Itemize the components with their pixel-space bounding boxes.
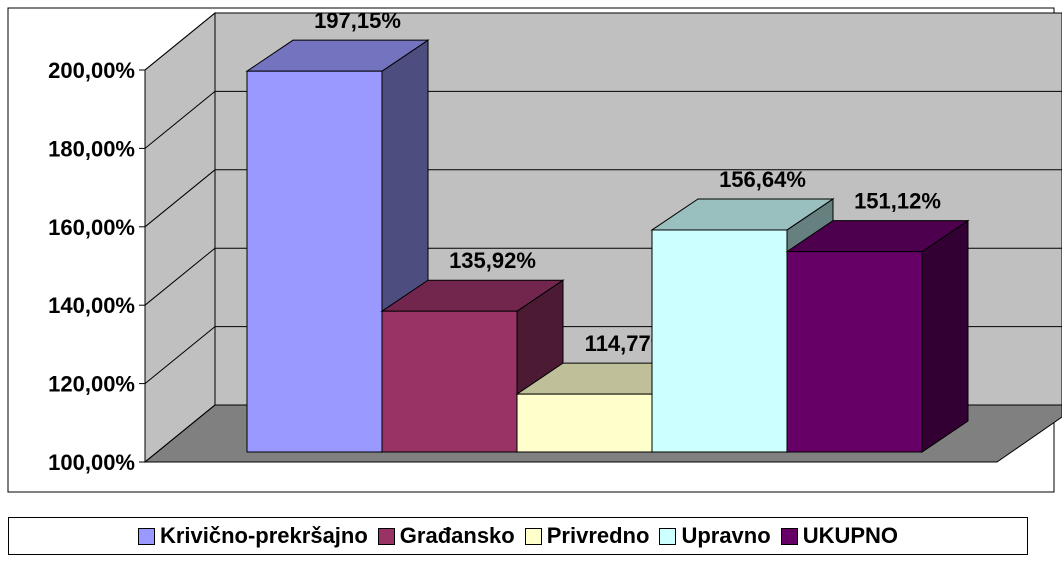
grid-line [144, 169, 1062, 228]
value-label: 135,92% [449, 248, 536, 273]
legend-swatch [137, 527, 155, 545]
legend: Krivično-prekršajno Građansko Privredno Upr… [8, 517, 1028, 555]
chart: 100,00% 120,00% 140,00% 160,00% 180,00% 200,0… [7, 7, 1062, 493]
legend-label: UKUPNO [802, 523, 899, 548]
legend-item: Krivično-prekršajno [137, 523, 368, 549]
legend-swatch [659, 527, 677, 545]
legend-label: Krivično-prekršajno [159, 523, 368, 548]
bar [516, 393, 653, 453]
legend-swatch [780, 527, 798, 545]
legend-label: Privredno [546, 523, 650, 548]
y-tick-label: 120,00% [48, 372, 135, 397]
y-tick-label: 200,00% [48, 58, 135, 83]
legend-label: Upravno [681, 523, 771, 548]
y-tick-label: 180,00% [48, 136, 135, 161]
plot: 100,00% 120,00% 140,00% 160,00% 180,00% 200,0… [48, 8, 1062, 475]
y-tick-label: 100,00% [48, 450, 135, 475]
bar [651, 229, 788, 453]
legend-item: Građansko [377, 523, 515, 549]
legend-label: Građansko [399, 523, 515, 548]
legend-item: Privredno [524, 523, 650, 549]
grid-line [144, 12, 1062, 71]
value-label: 156,64% [719, 167, 806, 192]
y-tick-label: 160,00% [48, 215, 135, 240]
legend-item: UKUPNO [780, 523, 899, 549]
legend-item: Upravno [659, 523, 771, 549]
bar-side [921, 219, 969, 453]
value-label: 197,15% [314, 8, 401, 33]
bar [381, 310, 518, 453]
value-label: 151,12% [854, 189, 941, 214]
grid-line [144, 90, 1062, 149]
side-wall [144, 11, 216, 464]
legend-swatch [377, 527, 395, 545]
bar [246, 70, 383, 453]
y-tick-label: 140,00% [48, 293, 135, 318]
legend-swatch [524, 527, 542, 545]
bar [786, 251, 923, 453]
